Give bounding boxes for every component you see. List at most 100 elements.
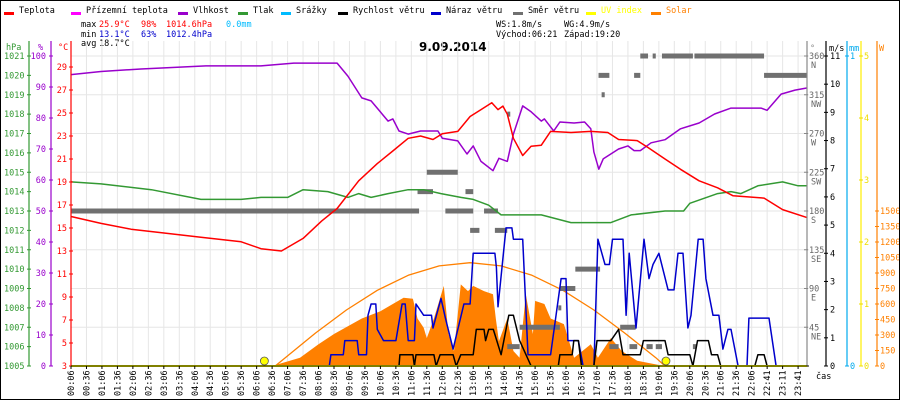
temperature-tick-label: 7 <box>62 316 67 326</box>
wind-tick-label: 4 <box>830 249 835 259</box>
series-solar-theoretical <box>274 262 666 367</box>
pressure-tick-label: 1015 <box>4 168 24 178</box>
x-tick-label: 22:41 <box>763 370 773 396</box>
pressure-tick-label: 1012 <box>4 226 24 236</box>
x-tick-label: 05:36 <box>237 370 247 396</box>
direction-compass-label: SE <box>811 255 821 265</box>
max-label: max <box>81 20 97 30</box>
wind-tick-label: 8 <box>830 137 835 147</box>
direction-tick-label: 135 <box>809 246 824 256</box>
temperature-tick-label: 25 <box>57 109 67 119</box>
x-tick-label: 06:36 <box>268 370 278 396</box>
x-tick-label: 09:06 <box>345 370 355 396</box>
wind-tick-label: 0 <box>830 362 835 372</box>
wind-direction-mark <box>519 324 560 330</box>
rain-tick-label: 1 <box>850 52 855 62</box>
wind-direction-mark <box>598 72 610 78</box>
x-tick-label: 07:36 <box>299 370 309 396</box>
humidity-tick-label: 100 <box>31 52 46 62</box>
x-tick-label: 19:06 <box>655 370 665 396</box>
x-tick-label: 23:11 <box>779 370 789 396</box>
wind-direction-mark <box>575 266 601 272</box>
x-tick-label: 22:06 <box>748 370 758 396</box>
avg-label: avg <box>81 39 97 49</box>
legend-swatch <box>178 12 188 15</box>
solar-tick-label: 900 <box>880 269 895 279</box>
max-humidity: 98% <box>141 20 157 30</box>
avg-temp: 18.7°C <box>99 39 130 49</box>
x-tick-label: 17:06 <box>593 370 603 396</box>
legend-swatch <box>4 12 14 15</box>
x-tick-label: 19:36 <box>670 370 680 396</box>
pressure-tick-label: 1014 <box>4 188 24 198</box>
x-tick-label: 03:36 <box>175 370 185 396</box>
temperature-tick-label: 5 <box>62 339 67 349</box>
solar-tick-label: 600 <box>880 300 895 310</box>
pressure-tick-label: 1013 <box>4 207 24 217</box>
wind-tick-label: 10 <box>830 80 840 90</box>
x-tick-label: 18:06 <box>624 370 634 396</box>
x-tick-label: 07:06 <box>284 370 294 396</box>
series-wind-gust <box>71 227 808 367</box>
uv-tick-label: 5 <box>864 52 869 62</box>
solar-tick-label: 300 <box>880 331 895 341</box>
pressure-tick-label: 1018 <box>4 110 24 120</box>
x-tick-label: 13:06 <box>469 370 479 396</box>
solar-tick-label: 1350 <box>880 223 899 233</box>
series-solar-area <box>272 284 665 366</box>
temperature-tick-label: 29 <box>57 63 67 73</box>
pressure-tick-label: 1020 <box>4 71 24 81</box>
axis-rain-unit: mm <box>849 44 859 54</box>
wind-direction-mark <box>694 53 765 59</box>
pressure-tick-label: 1008 <box>4 304 24 314</box>
direction-tick-label: 270 <box>809 130 824 140</box>
direction-compass-label: W <box>811 139 817 149</box>
wind-direction-mark <box>764 72 808 78</box>
pressure-tick-label: 1011 <box>4 246 24 256</box>
pressure-tick-label: 1009 <box>4 285 24 295</box>
legend-swatch <box>513 12 523 15</box>
wind-tick-label: 3 <box>830 277 835 287</box>
solar-tick-label: 750 <box>880 285 895 295</box>
uv-tick-label: 0 <box>864 362 869 372</box>
humidity-tick-label: 20 <box>36 300 46 310</box>
humidity-tick-label: 30 <box>36 269 46 279</box>
humidity-tick-label: 50 <box>36 207 46 217</box>
wind-direction-mark <box>655 344 662 350</box>
wind-direction-mark <box>692 344 696 350</box>
wind-direction-mark <box>507 344 520 350</box>
uv-tick-label: 3 <box>864 176 869 186</box>
x-tick-label: 15:36 <box>547 370 557 396</box>
wind-direction-mark <box>559 286 576 291</box>
series-pressure <box>70 181 808 224</box>
axis-solar-unit: W <box>879 44 885 54</box>
x-tick-label: 09:36 <box>361 370 371 396</box>
x-tick-label: 14:36 <box>516 370 526 396</box>
direction-tick-label: 90 <box>809 285 819 295</box>
series-wind-speed <box>71 314 808 367</box>
wind-tick-label: 2 <box>830 306 835 316</box>
chart-title: 9.09.2014 <box>419 40 487 54</box>
x-tick-label: 10:36 <box>392 370 402 396</box>
legend-item-label: Teplota <box>19 6 55 16</box>
wind-tick-label: 1 <box>830 334 835 344</box>
x-tick-label: 14:06 <box>500 370 510 396</box>
legend-swatch <box>281 12 291 15</box>
temperature-tick-label: 23 <box>57 132 67 142</box>
humidity-tick-label: 70 <box>36 145 46 155</box>
legend-item-label: Tlak <box>253 6 274 16</box>
pressure-tick-label: 1010 <box>4 265 24 275</box>
legend-item-label: Srážky <box>296 6 327 16</box>
uv-tick-label: 2 <box>864 238 869 248</box>
x-tick-label: 00:36 <box>82 370 92 396</box>
wind-tick-label: 7 <box>830 165 835 175</box>
temperature-tick-label: 27 <box>57 86 67 96</box>
min-temp: 13.1°C <box>99 30 130 40</box>
legend-swatch <box>71 12 81 15</box>
legend-item-label: Rychlost větru <box>353 6 425 16</box>
wind-tick-label: 5 <box>830 221 835 231</box>
x-tick-label: 08:06 <box>315 370 325 396</box>
solar-tick-label: 1050 <box>880 254 899 264</box>
direction-compass-label: S <box>811 216 816 226</box>
wind-direction-mark <box>652 53 656 59</box>
